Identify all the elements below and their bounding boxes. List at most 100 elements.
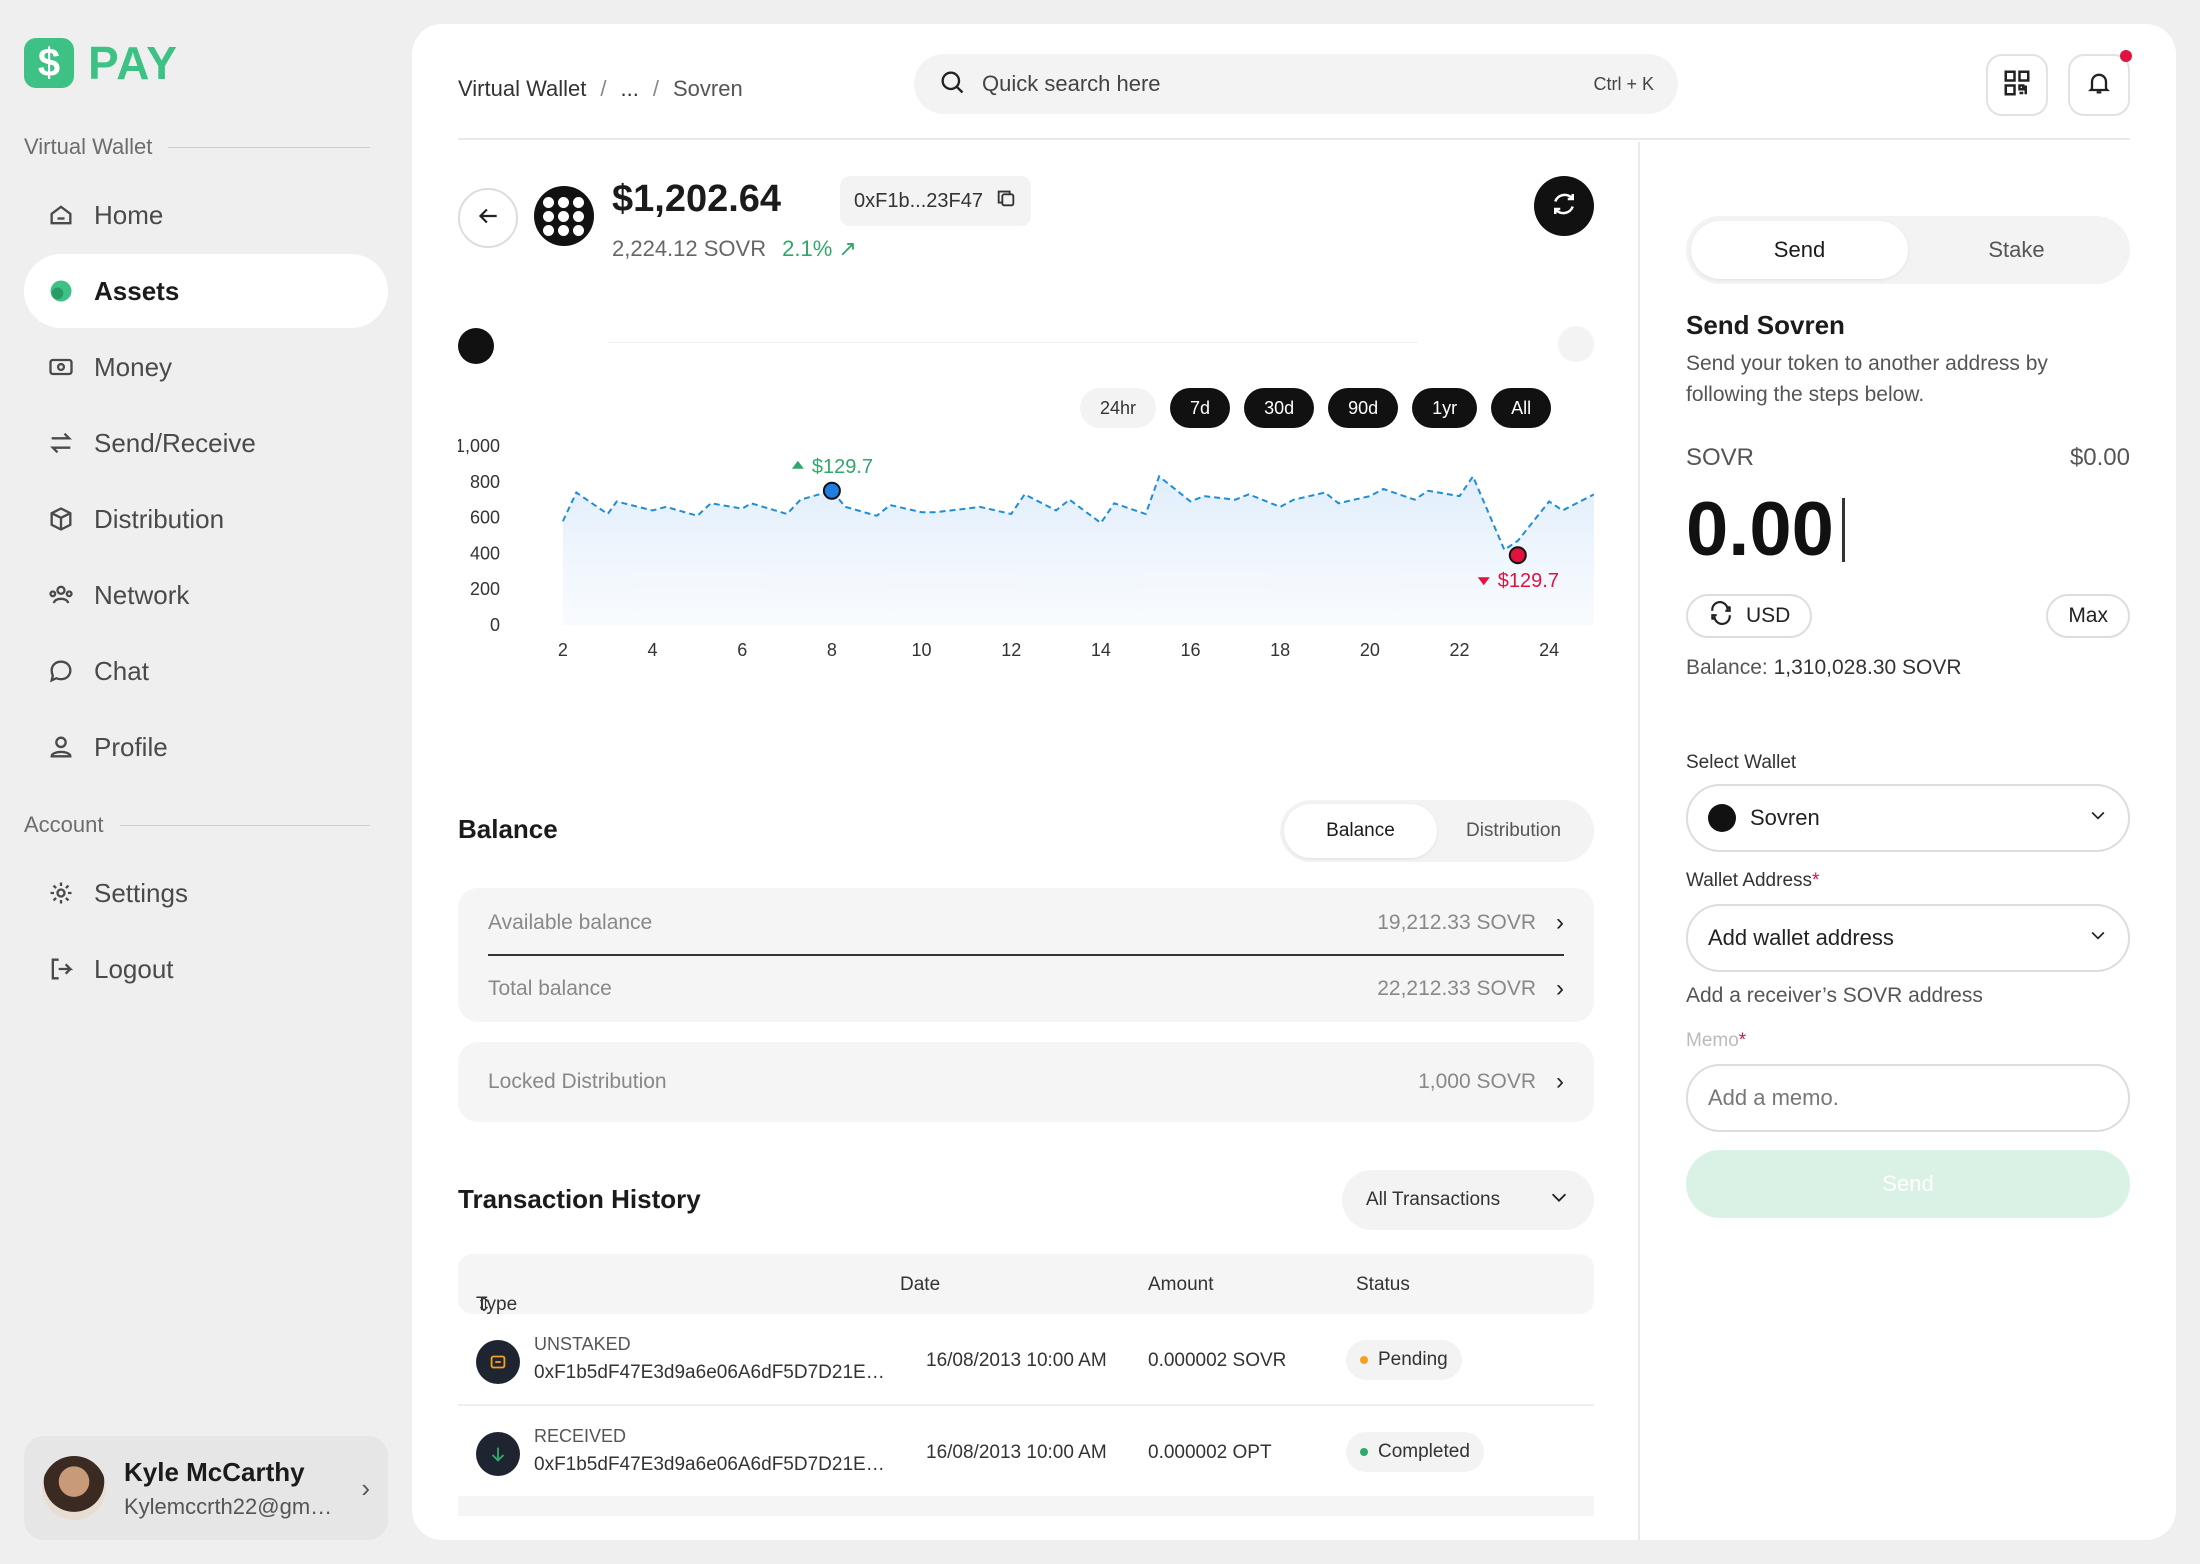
transaction-history-title: Transaction History bbox=[458, 1184, 701, 1214]
locked-distribution-row[interactable]: Locked Distribution 1,000 SOVR › bbox=[458, 1042, 1594, 1122]
wallet-address-label: Wallet Address* bbox=[1686, 870, 1819, 892]
network-icon bbox=[46, 580, 76, 610]
user-info: Kyle McCarthy Kylemccrth22@gmai... bbox=[124, 1457, 343, 1520]
status-dot bbox=[1360, 1448, 1368, 1456]
price-change-value: 2.1% bbox=[782, 236, 833, 261]
search-bar[interactable]: Ctrl + K bbox=[914, 54, 1678, 114]
fiat-value: $0.00 bbox=[2069, 444, 2130, 471]
home-icon bbox=[46, 200, 76, 230]
arrow-up-right-icon: ↗ bbox=[838, 236, 857, 261]
y-tick-label: 800 bbox=[470, 472, 500, 492]
sidebar-item-label: Home bbox=[94, 199, 164, 230]
breadcrumb-separator: / bbox=[652, 76, 659, 101]
notifications-button[interactable] bbox=[2068, 50, 2132, 116]
wallet-select-value: Sovren bbox=[1750, 805, 1820, 830]
breadcrumb-ellipsis[interactable]: ... bbox=[620, 76, 639, 101]
range-7d[interactable]: 7d bbox=[1170, 388, 1231, 428]
balance-title: Balance bbox=[458, 814, 558, 844]
refresh-button[interactable] bbox=[1534, 176, 1594, 236]
total-balance-label: Total balance bbox=[488, 977, 612, 1000]
memo-label: Memo* bbox=[1686, 1030, 1746, 1052]
range-24hr[interactable]: 24hr bbox=[1080, 388, 1157, 428]
available-balance-row[interactable]: Available balance 19,212.33 SOVR › bbox=[458, 888, 1594, 954]
x-tick-label: 20 bbox=[1360, 640, 1380, 660]
memo-input[interactable] bbox=[1708, 1085, 2108, 1111]
table-row[interactable]: UNSTAKED 0xF1b5dF47E3d9a6e06A6dF5D7D21E5… bbox=[458, 1316, 1594, 1406]
send-button[interactable]: Send bbox=[1686, 1150, 2130, 1218]
sidebar-item-settings[interactable]: Settings bbox=[24, 856, 388, 930]
brand-name: PAY bbox=[88, 37, 178, 89]
transaction-filter-select[interactable]: All Transactions bbox=[1342, 1170, 1594, 1230]
memo-field[interactable] bbox=[1686, 1064, 2130, 1132]
sidebar-item-label: Logout bbox=[94, 953, 174, 984]
sidebar-item-label: Distribution bbox=[94, 503, 225, 534]
sovren-logo-icon bbox=[534, 186, 594, 246]
sidebar-item-money[interactable]: Money bbox=[24, 330, 388, 404]
range-1yr[interactable]: 1yr bbox=[1412, 388, 1478, 428]
table-footer bbox=[458, 1496, 1594, 1516]
x-tick-label: 8 bbox=[827, 640, 837, 660]
sidebar-item-label: Network bbox=[94, 579, 190, 610]
chart-area bbox=[562, 476, 1594, 625]
asset-price: $1,202.64 bbox=[612, 178, 782, 220]
range-90d[interactable]: 90d bbox=[1328, 388, 1399, 428]
wallet-select[interactable]: Sovren bbox=[1686, 784, 2130, 852]
search-shortcut: Ctrl + K bbox=[1593, 73, 1654, 94]
tab-stake[interactable]: Stake bbox=[1988, 237, 2045, 262]
transaction-type: UNSTAKED bbox=[534, 1334, 631, 1354]
qr-code-button[interactable] bbox=[1986, 54, 2048, 116]
amount-input[interactable]: 0.00 bbox=[1686, 486, 1845, 573]
send-balance: Balance: 1,310,028.30 SOVR bbox=[1686, 656, 1962, 680]
section-label-account: Account bbox=[24, 812, 370, 838]
high-point-marker bbox=[822, 481, 841, 500]
max-button[interactable]: Max bbox=[2046, 594, 2130, 638]
sidebar-item-logout[interactable]: Logout bbox=[24, 932, 388, 1006]
copy-icon[interactable] bbox=[995, 187, 1017, 215]
chart-slider-handle[interactable] bbox=[1558, 326, 1594, 362]
address-chip[interactable]: 0xF1b...23F47 bbox=[840, 176, 1031, 226]
sidebar-item-assets[interactable]: Assets bbox=[24, 254, 388, 328]
required-marker: * bbox=[1812, 870, 1820, 891]
wallet-address: 0xF1b...23F47 bbox=[854, 189, 983, 212]
balance-divider bbox=[488, 954, 1564, 956]
brand-logo[interactable]: $ PAY bbox=[24, 36, 178, 90]
asset-amount: 2,224.12 SOVR bbox=[612, 236, 767, 261]
x-tick-label: 12 bbox=[1001, 640, 1021, 660]
bell-icon bbox=[2085, 69, 2113, 102]
sidebar-item-send-receive[interactable]: Send/Receive bbox=[24, 406, 388, 480]
chevron-down-icon bbox=[2088, 925, 2108, 951]
chat-icon bbox=[46, 656, 76, 686]
user-card[interactable]: Kyle McCarthy Kylemccrth22@gmai... › bbox=[24, 1436, 388, 1540]
token-symbol: SOVR bbox=[1686, 444, 1755, 471]
table-row[interactable]: RECEIVED 0xF1b5dF47E3d9a6e06A6dF5D7D21E5… bbox=[458, 1408, 1594, 1498]
range-all[interactable]: All bbox=[1491, 388, 1552, 428]
tab-distribution[interactable]: Distribution bbox=[1465, 820, 1562, 841]
avatar bbox=[42, 1456, 106, 1520]
send-stake-tabs: Send Stake bbox=[1686, 216, 2130, 284]
range-30d[interactable]: 30d bbox=[1244, 388, 1315, 428]
dollar-icon: $ bbox=[24, 38, 74, 88]
sidebar-item-home[interactable]: Home bbox=[24, 178, 388, 252]
tab-send[interactable]: Send bbox=[1691, 221, 1908, 279]
total-balance-row[interactable]: Total balance 22,212.33 SOVR › bbox=[458, 956, 1594, 1022]
sidebar-item-network[interactable]: Network bbox=[24, 558, 388, 632]
notification-dot bbox=[2120, 50, 2132, 62]
sidebar-item-chat[interactable]: Chat bbox=[24, 634, 388, 708]
refresh-icon bbox=[1549, 189, 1579, 224]
sidebar-item-profile[interactable]: Profile bbox=[24, 710, 388, 784]
wallet-address-select[interactable]: Add wallet address bbox=[1686, 904, 2130, 972]
search-input[interactable] bbox=[982, 71, 1578, 97]
breadcrumb-root[interactable]: Virtual Wallet bbox=[458, 76, 587, 101]
back-button[interactable] bbox=[458, 188, 518, 248]
sidebar-item-distribution[interactable]: Distribution bbox=[24, 482, 388, 556]
chart-slider-track[interactable] bbox=[608, 342, 1418, 343]
select-wallet-label: Select Wallet bbox=[1686, 752, 1797, 773]
y-tick-label: 600 bbox=[470, 508, 500, 528]
x-tick-label: 10 bbox=[912, 640, 932, 660]
currency-toggle-button[interactable]: USD bbox=[1686, 594, 1813, 638]
sidebar-item-label: Money bbox=[94, 351, 173, 382]
tab-balance[interactable]: Balance bbox=[1284, 804, 1437, 858]
x-tick-label: 4 bbox=[648, 640, 658, 660]
amount-value: 0.00 bbox=[1686, 487, 1834, 572]
